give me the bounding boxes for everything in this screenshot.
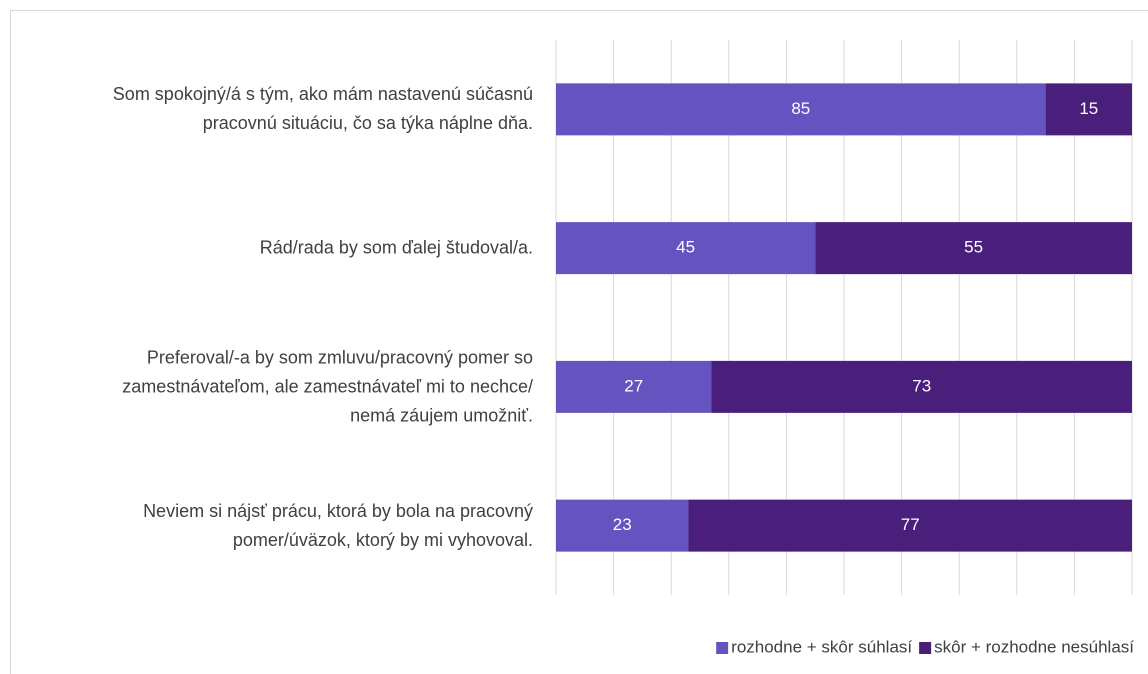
data-label: 77 — [901, 515, 920, 534]
category-label: Preferoval/-a by som zmluvu/pracovný pom… — [122, 347, 533, 426]
category-label: Rád/rada by som ďalej študoval/a. — [259, 237, 533, 258]
category-label: Neviem si nájsť prácu, ktorá by bola na … — [143, 500, 533, 550]
chart-frame — [10, 10, 1148, 674]
legend-label: skôr + rozhodne nesúhlasí — [934, 637, 1134, 656]
bar-segment — [688, 499, 1132, 552]
data-label: 55 — [964, 238, 983, 257]
data-label: 27 — [624, 376, 643, 395]
bar-segment — [556, 83, 1046, 136]
legend-swatch — [919, 642, 932, 654]
legend-label: rozhodne + skôr súhlasí — [731, 637, 912, 656]
data-label: 45 — [676, 238, 695, 257]
bar-segment — [1045, 83, 1132, 136]
bar-segment — [556, 360, 712, 413]
data-label: 15 — [1079, 99, 1098, 118]
data-label: 73 — [912, 376, 931, 395]
bar-segment — [556, 222, 816, 275]
data-label: 85 — [791, 99, 810, 118]
legend-swatch — [716, 642, 729, 654]
bar-segment — [556, 499, 689, 552]
bar-segment — [815, 222, 1132, 275]
data-label: 23 — [613, 515, 632, 534]
category-label: Som spokojný/á s tým, ako mám nastavenú … — [112, 84, 533, 134]
bar-segment — [711, 360, 1132, 413]
